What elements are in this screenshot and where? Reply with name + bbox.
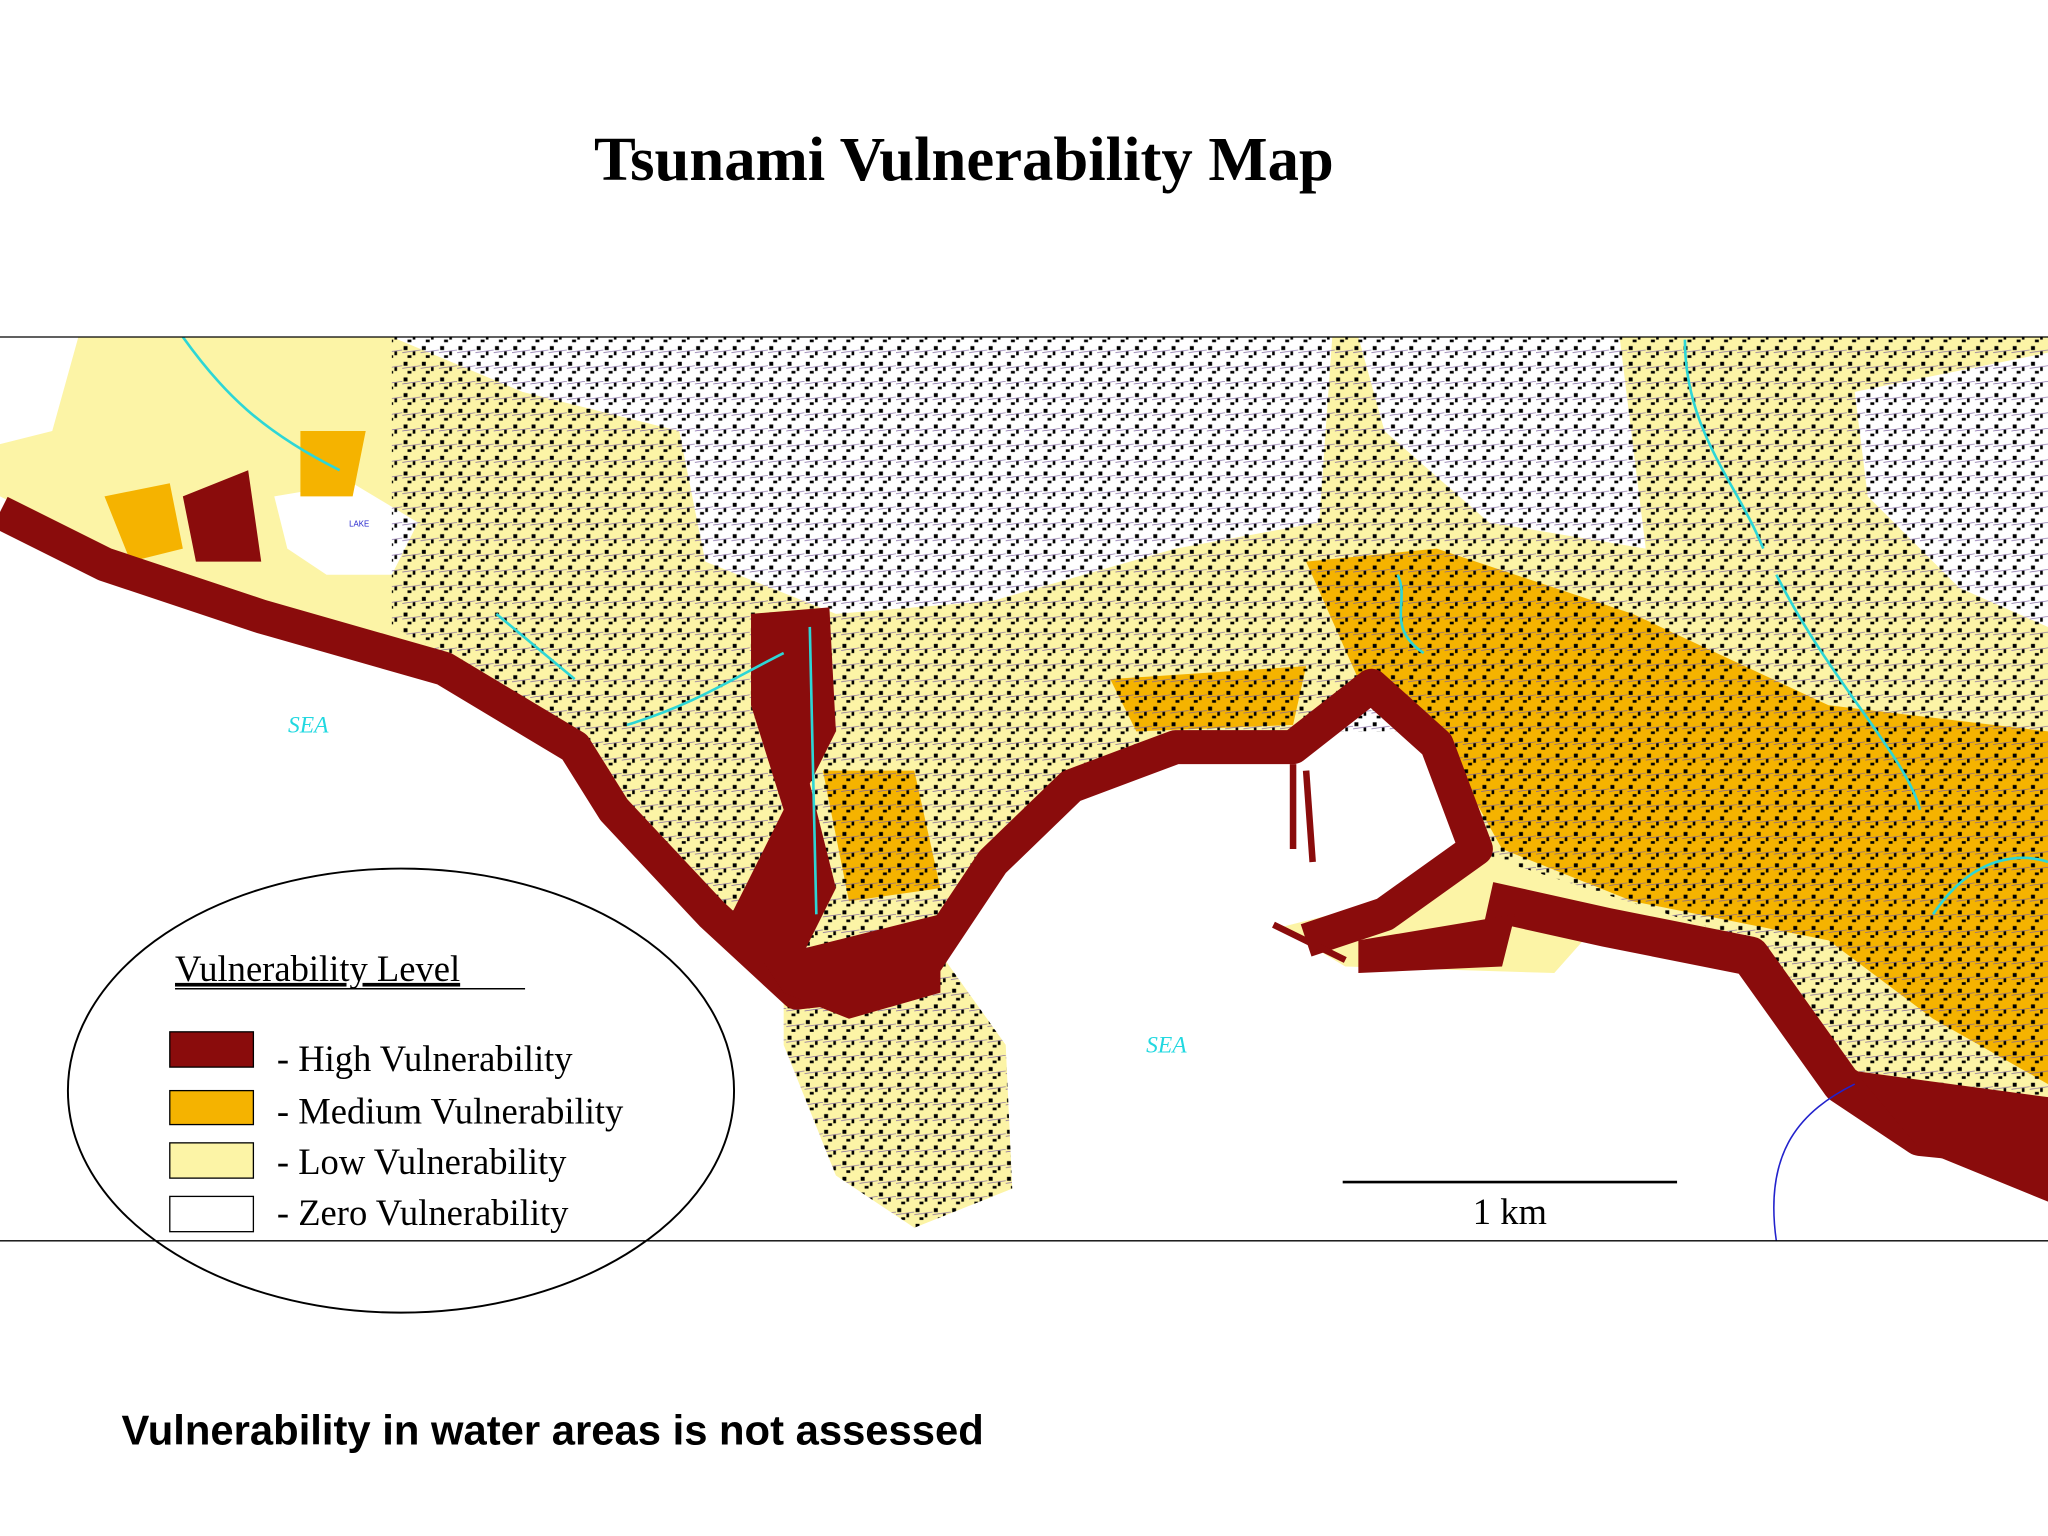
legend-item: - High Vulnerability	[277, 1038, 573, 1079]
legend-swatch	[169, 1089, 255, 1126]
land-high	[0, 496, 1493, 1010]
pier	[1272, 764, 1347, 963]
scale-label: 1 km	[1473, 1191, 1547, 1232]
lake	[274, 483, 418, 575]
legend-item: - Zero Vulnerability	[277, 1192, 569, 1233]
legend-swatch	[169, 1195, 255, 1233]
legend-swatch	[169, 1142, 255, 1179]
lake-label: LAKE	[349, 519, 369, 528]
title: Tsunami Vulnerability Map	[594, 124, 1334, 194]
legend: Vulnerability Level - High Vulnerability…	[66, 867, 736, 1314]
buildings	[391, 336, 2048, 1228]
boundary	[1773, 1083, 1856, 1241]
map	[0, 336, 2048, 1241]
sea-label: SEA	[288, 713, 329, 739]
legend-ellipse	[66, 867, 736, 1314]
legend-swatch	[169, 1031, 255, 1068]
footnote: Vulnerability in water areas is not asse…	[121, 1407, 983, 1454]
legend-item: - Low Vulnerability	[277, 1141, 567, 1182]
sea-label: SEA	[1146, 1033, 1187, 1059]
rivers	[181, 336, 2048, 916]
legend-item: - Medium Vulnerability	[277, 1090, 624, 1131]
legend-title: Vulnerability Level	[175, 948, 460, 989]
